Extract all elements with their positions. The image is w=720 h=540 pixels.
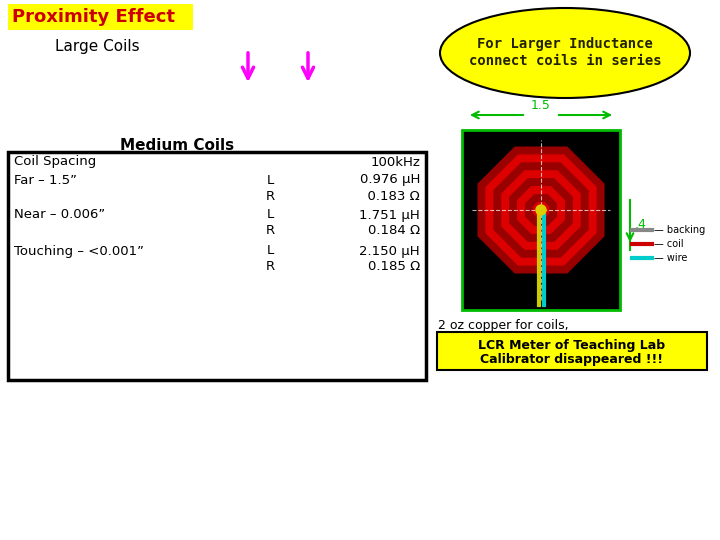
Text: 1.5: 1.5 (531, 99, 551, 112)
Polygon shape (534, 202, 549, 218)
Text: R: R (266, 260, 274, 273)
Text: .4: .4 (635, 219, 647, 232)
Polygon shape (502, 171, 580, 249)
Text: Near – 0.006”: Near – 0.006” (14, 208, 105, 221)
Text: 0.184 Ω: 0.184 Ω (368, 225, 420, 238)
Text: Touching – <0.001”: Touching – <0.001” (14, 245, 144, 258)
Text: — coil: — coil (654, 239, 683, 249)
Text: 1.751 μH: 1.751 μH (359, 208, 420, 221)
Text: L: L (266, 208, 274, 221)
Text: Far – 1.5”: Far – 1.5” (14, 173, 77, 186)
Text: 100kHz: 100kHz (370, 156, 420, 168)
Text: 0.183 Ω: 0.183 Ω (359, 190, 420, 202)
Bar (8, 4, 193, 30)
Text: 0.185 Ω: 0.185 Ω (368, 260, 420, 273)
Text: Calibrator disappeared !!!: Calibrator disappeared !!! (480, 353, 664, 366)
Polygon shape (478, 147, 604, 273)
Text: LCR Meter of Teaching Lab: LCR Meter of Teaching Lab (478, 339, 665, 352)
Text: R: R (266, 225, 274, 238)
Text: Large Coils: Large Coils (55, 39, 140, 55)
Text: 0.976 μH: 0.976 μH (359, 173, 420, 186)
Polygon shape (518, 187, 564, 233)
Polygon shape (486, 155, 596, 265)
Text: Coil Spacing: Coil Spacing (14, 156, 96, 168)
Text: — backing: — backing (654, 225, 706, 235)
Polygon shape (494, 163, 588, 257)
Polygon shape (526, 195, 557, 225)
Text: L: L (266, 245, 274, 258)
Polygon shape (510, 179, 572, 241)
Text: — wire: — wire (654, 253, 688, 263)
Text: 6 mill spacing with Kapton: 6 mill spacing with Kapton (438, 334, 603, 347)
Text: Proximity Effect: Proximity Effect (12, 8, 175, 26)
Text: connect coils in series: connect coils in series (469, 54, 661, 68)
Ellipse shape (440, 8, 690, 98)
Bar (8, 152, 426, 380)
Text: L: L (266, 173, 274, 186)
Bar (462, 130, 620, 310)
Text: Medium Coils: Medium Coils (120, 138, 234, 152)
Circle shape (536, 205, 546, 215)
Text: For Larger Inductance: For Larger Inductance (477, 37, 653, 51)
Text: 2 oz copper for coils,: 2 oz copper for coils, (438, 319, 569, 332)
Text: R: R (266, 190, 274, 202)
Text: 2.150 μH: 2.150 μH (359, 245, 420, 258)
Bar (437, 332, 707, 370)
